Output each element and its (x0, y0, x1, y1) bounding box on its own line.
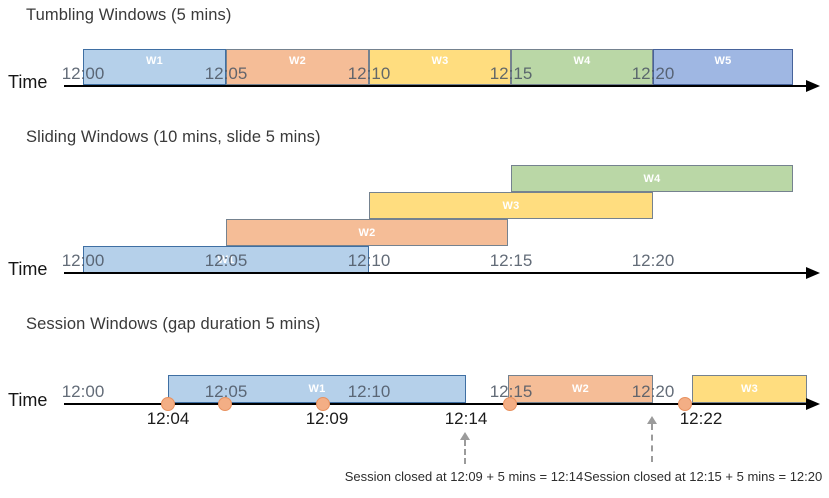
axis-arrowhead-icon (806, 80, 820, 92)
sliding-section-title: Sliding Windows (10 mins, slide 5 mins) (26, 128, 321, 146)
session-close-annotation: Session closed at 12:09 + 5 mins = 12:14 (344, 469, 584, 484)
window-label: W1 (308, 383, 326, 395)
event-dot (316, 397, 330, 411)
window-label: W1 (145, 55, 164, 67)
tick-label-1215: 12:15 (489, 64, 533, 83)
window-label: W3 (502, 199, 520, 212)
session-close-annotation: Session closed at 12:15 + 5 mins = 12:20 (583, 469, 823, 484)
tick-label-1205: 12:05 (204, 64, 248, 83)
tick-label-1215: 12:15 (489, 251, 533, 270)
event-dot (678, 397, 692, 411)
window-label: W3 (431, 55, 449, 67)
window-bar-tumbling-w1: W1 (83, 49, 226, 85)
tick-label-1220: 12:20 (631, 64, 675, 83)
window-label: W2 (358, 226, 376, 239)
time-axis-line (64, 85, 806, 87)
session-time-axis-label: Time (8, 390, 48, 410)
tick-label-1205: 12:05 (204, 251, 248, 270)
event-time-label-1204: 12:04 (146, 409, 190, 428)
window-label: W1 (217, 253, 235, 266)
window-bar-session-w3: W3 (692, 375, 807, 403)
window-bar-tumbling-w4: W4 (511, 49, 653, 85)
tick-label-1200: 12:00 (61, 382, 105, 401)
event-dot (503, 397, 517, 411)
window-bar-sliding-w2: W2 (226, 219, 508, 246)
window-label: W5 (714, 55, 732, 67)
tick-label-1220: 12:20 (631, 251, 675, 270)
time-axis-line (64, 403, 806, 405)
session-close-arrow-icon (459, 432, 471, 464)
window-bar-tumbling-w2: W2 (226, 49, 369, 85)
tick-label-1210: 12:10 (347, 251, 391, 270)
window-label: W3 (740, 383, 759, 395)
event-dot (161, 397, 175, 411)
tick-label-1210: 12:10 (347, 382, 391, 401)
event-time-label-1222: 12:22 (679, 409, 723, 428)
tick-label-1215: 12:15 (489, 382, 533, 401)
arrow-head (647, 416, 657, 424)
event-dot (218, 397, 232, 411)
arrow-shaft (651, 424, 653, 462)
arrow-shaft (464, 440, 466, 464)
tick-label-1200: 12:00 (61, 251, 105, 270)
tick-label-1220: 12:20 (631, 382, 675, 401)
window-label: W4 (573, 55, 591, 67)
tick-label-1205: 12:05 (204, 382, 248, 401)
arrow-head (460, 432, 470, 440)
tumbling-time-axis-label: Time (8, 72, 48, 92)
tumbling-section-title: Tumbling Windows (5 mins) (26, 6, 232, 24)
sliding-time-axis-label: Time (8, 259, 48, 279)
axis-arrowhead-icon (806, 398, 820, 410)
tick-label-1210: 12:10 (347, 64, 391, 83)
window-label: W4 (643, 172, 661, 185)
session-section-title: Session Windows (gap duration 5 mins) (26, 315, 321, 333)
session-close-arrow-icon (646, 416, 658, 462)
event-time-label-1214: 12:14 (444, 409, 488, 428)
window-label: W2 (571, 383, 590, 395)
window-bar-tumbling-w5: W5 (653, 49, 793, 85)
time-axis-line (64, 272, 806, 274)
window-bar-sliding-w4: W4 (511, 165, 793, 192)
tick-label-1200: 12:00 (61, 64, 105, 83)
window-label: W2 (288, 55, 307, 67)
axis-arrowhead-icon (806, 267, 820, 279)
event-time-label-1209: 12:09 (305, 409, 349, 428)
window-bar-tumbling-w3: W3 (369, 49, 511, 85)
window-bar-sliding-w3: W3 (369, 192, 653, 219)
window-bar-session-w2: W2 (508, 375, 653, 403)
